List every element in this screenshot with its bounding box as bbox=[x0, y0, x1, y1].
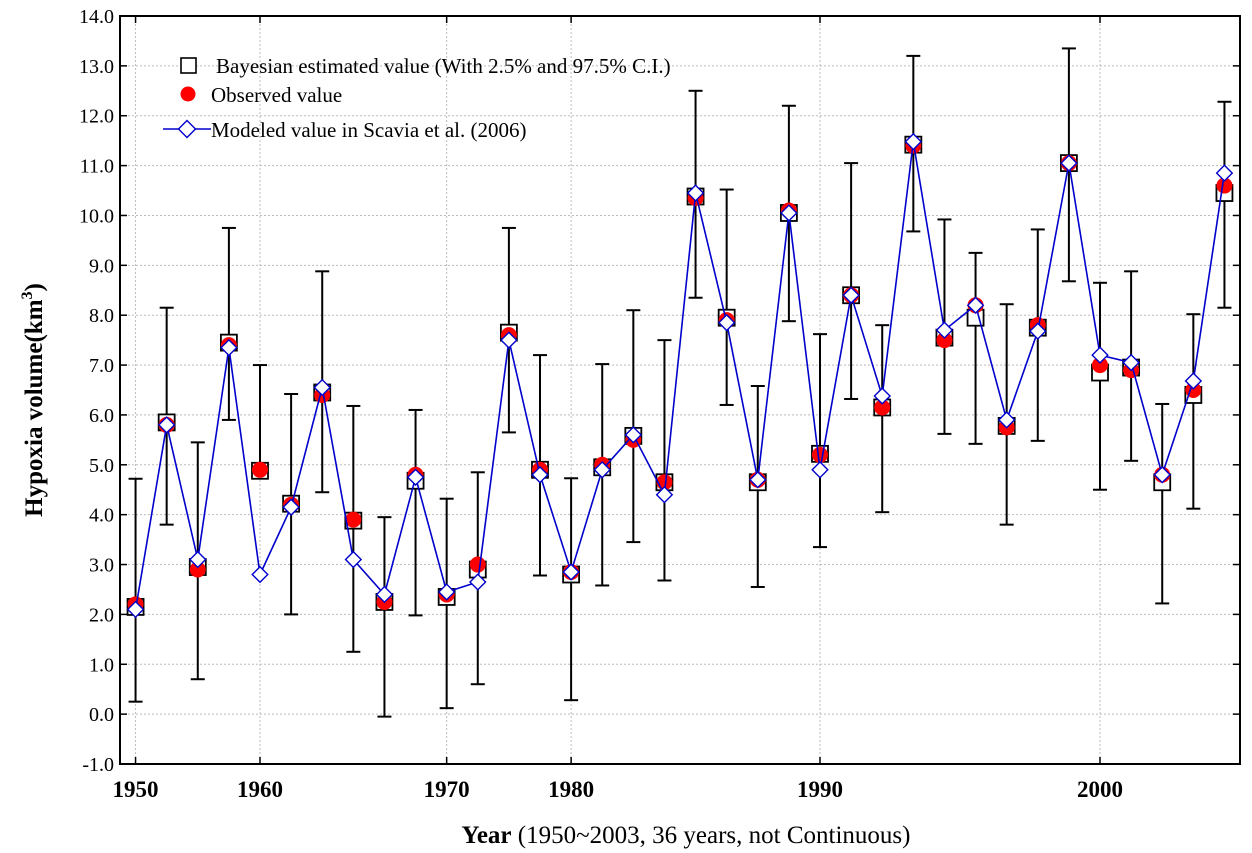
plot-frame bbox=[119, 15, 1241, 765]
x-tick-label: 2000 bbox=[1077, 777, 1123, 802]
y-tick-label: 3.0 bbox=[89, 555, 114, 577]
error-bars bbox=[128, 47, 1232, 718]
modeled-point bbox=[873, 387, 891, 405]
y-tick-label: 13.0 bbox=[79, 56, 114, 78]
x-axis-ticks: 1950 1960 1970 1980 1990 2000 bbox=[113, 16, 1123, 802]
y-axis-title-close: ) bbox=[21, 283, 48, 291]
observed-point bbox=[812, 446, 828, 463]
y-tick-label: 1.0 bbox=[89, 654, 114, 676]
modeled-point bbox=[500, 331, 518, 349]
modeled-point bbox=[282, 498, 300, 516]
x-tick-label: 1950 bbox=[113, 777, 159, 802]
modeled-point bbox=[686, 184, 705, 202]
y-tick-label: 0.0 bbox=[89, 704, 114, 726]
modeled-point bbox=[966, 296, 985, 314]
y-tick-label: 8.0 bbox=[89, 305, 114, 327]
observed-point bbox=[874, 399, 891, 416]
x-tick-label: 1980 bbox=[548, 777, 594, 802]
y-axis-ticks: -1.0 0.0 1.0 2.0 3.0 4.0 5.0 6.0 7.0 8.0 9.0 10.0 11… bbox=[79, 6, 1240, 776]
x-axis-title-rest: (1950~2003, 36 years, not Continuous) bbox=[512, 822, 911, 849]
y-tick-label: 11.0 bbox=[80, 156, 114, 178]
modeled-point bbox=[1153, 466, 1171, 484]
modeled-point bbox=[811, 461, 829, 479]
modeled-point bbox=[469, 573, 487, 591]
x-axis-title: Year (1950~2003, 36 years, not Continuou… bbox=[462, 822, 911, 849]
modeled-point bbox=[717, 313, 736, 332]
y-axis-title-main: Hypoxia volume(km bbox=[21, 299, 48, 517]
x-axis-title-bold: Year bbox=[462, 822, 512, 849]
modeled-point bbox=[126, 600, 145, 619]
y-tick-label: 14.0 bbox=[79, 6, 114, 28]
y-tick-label: 7.0 bbox=[89, 355, 114, 377]
modeled-point bbox=[655, 485, 674, 504]
modeled-point bbox=[344, 550, 363, 569]
observed-point bbox=[345, 511, 362, 528]
modeled-point bbox=[220, 338, 238, 357]
legend-label-bayesian: Bayesian estimated value (With 2.5% and … bbox=[216, 54, 671, 78]
observed-point bbox=[469, 556, 486, 573]
modeled-point bbox=[375, 585, 394, 604]
modeled-line bbox=[134, 141, 1226, 610]
y-tick-label: 9.0 bbox=[89, 255, 114, 277]
x-tick-label: 1970 bbox=[424, 777, 470, 802]
modeled-point bbox=[624, 426, 643, 444]
modeled-point bbox=[1060, 154, 1078, 172]
legend-diamond-marker bbox=[177, 119, 197, 139]
y-tick-label: 10.0 bbox=[79, 205, 114, 227]
modeled-point bbox=[1029, 322, 1047, 340]
legend-label-modeled: Modeled value in Scavia et al. (2006) bbox=[211, 118, 526, 142]
legend: Bayesian estimated value (With 2.5% and … bbox=[163, 54, 671, 142]
legend-label-observed: Observed value bbox=[211, 83, 342, 107]
observed-point bbox=[1216, 177, 1233, 194]
modeled-point bbox=[997, 411, 1016, 429]
legend-square-marker bbox=[180, 57, 197, 74]
y-tick-label: -1.0 bbox=[82, 754, 114, 776]
observed-point bbox=[189, 561, 206, 578]
observed-point bbox=[252, 461, 268, 478]
y-tick-label: 5.0 bbox=[89, 455, 114, 477]
modeled-point bbox=[531, 466, 549, 484]
observed-point bbox=[1092, 357, 1108, 374]
modeled-point bbox=[749, 470, 767, 489]
modeled-point bbox=[562, 563, 580, 581]
modeled-point bbox=[593, 461, 611, 479]
y-tick-label: 12.0 bbox=[79, 106, 114, 128]
y-tick-label: 4.0 bbox=[89, 505, 114, 527]
y-tick-label: 6.0 bbox=[89, 405, 114, 427]
modeled-point bbox=[842, 286, 860, 305]
legend-circle-marker bbox=[180, 86, 196, 102]
modeled-point bbox=[780, 204, 798, 222]
modeled-point bbox=[1215, 164, 1234, 182]
observed-point bbox=[936, 332, 953, 349]
y-tick-label: 2.0 bbox=[89, 604, 114, 626]
modeled-point bbox=[406, 468, 425, 487]
modeled-point bbox=[189, 550, 207, 569]
modeled-point bbox=[1184, 372, 1203, 390]
modeled-point bbox=[437, 583, 456, 601]
x-tick-label: 1960 bbox=[237, 777, 283, 802]
modeled-point bbox=[935, 321, 954, 339]
modeled-series bbox=[126, 132, 1234, 619]
x-tick-label: 1990 bbox=[797, 777, 843, 802]
y-axis-title-sup: 3 bbox=[19, 291, 36, 299]
modeled-point bbox=[157, 416, 176, 434]
y-axis-title: Hypoxia volume(km3) bbox=[19, 283, 48, 517]
modeled-point bbox=[1122, 353, 1140, 372]
modeled-point bbox=[1091, 346, 1109, 364]
modeled-point bbox=[313, 378, 331, 397]
modeled-point bbox=[251, 565, 269, 584]
modeled-point bbox=[904, 132, 923, 151]
